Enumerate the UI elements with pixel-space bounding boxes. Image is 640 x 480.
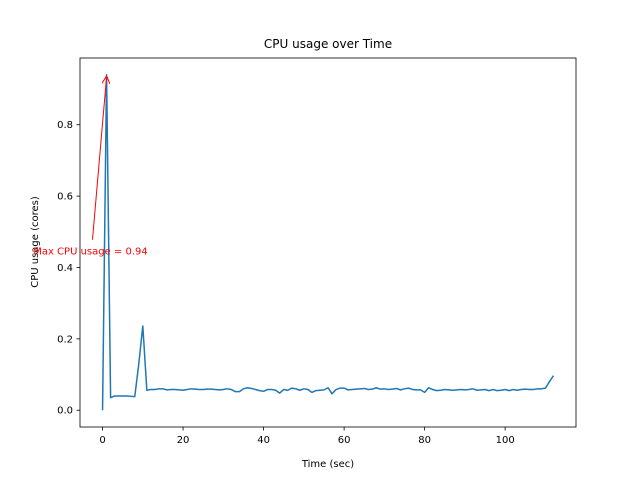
chart-title: CPU usage over Time xyxy=(264,37,392,51)
axes-frame xyxy=(79,57,577,428)
plot-area xyxy=(101,74,555,411)
x-tick-label: 80 xyxy=(418,435,431,446)
x-axis-label: Time (sec) xyxy=(301,459,354,470)
x-tick-label: 20 xyxy=(177,435,190,446)
y-tick-label: 0.6 xyxy=(57,192,73,203)
annotation: Max CPU usage = 0.94 xyxy=(33,77,148,258)
x-tick-label: 40 xyxy=(257,435,270,446)
x-tick-label: 60 xyxy=(338,435,351,446)
y-axis: 0.0 0.2 0.4 0.6 0.8 xyxy=(57,120,80,417)
x-tick-label: 0 xyxy=(99,435,105,446)
x-tick-label: 100 xyxy=(496,435,515,446)
y-tick-label: 0.8 xyxy=(57,120,73,131)
y-tick-label: 0.4 xyxy=(57,263,73,274)
y-tick-label: 0.2 xyxy=(57,334,73,345)
annotation-text: Max CPU usage = 0.94 xyxy=(33,247,148,258)
cpu-usage-line xyxy=(101,74,555,411)
y-axis-label: CPU usage (cores) xyxy=(30,196,41,288)
x-axis: 0 20 40 60 80 100 xyxy=(99,427,515,446)
y-tick-label: 0.0 xyxy=(57,406,73,417)
annotation-arrow xyxy=(91,77,106,240)
